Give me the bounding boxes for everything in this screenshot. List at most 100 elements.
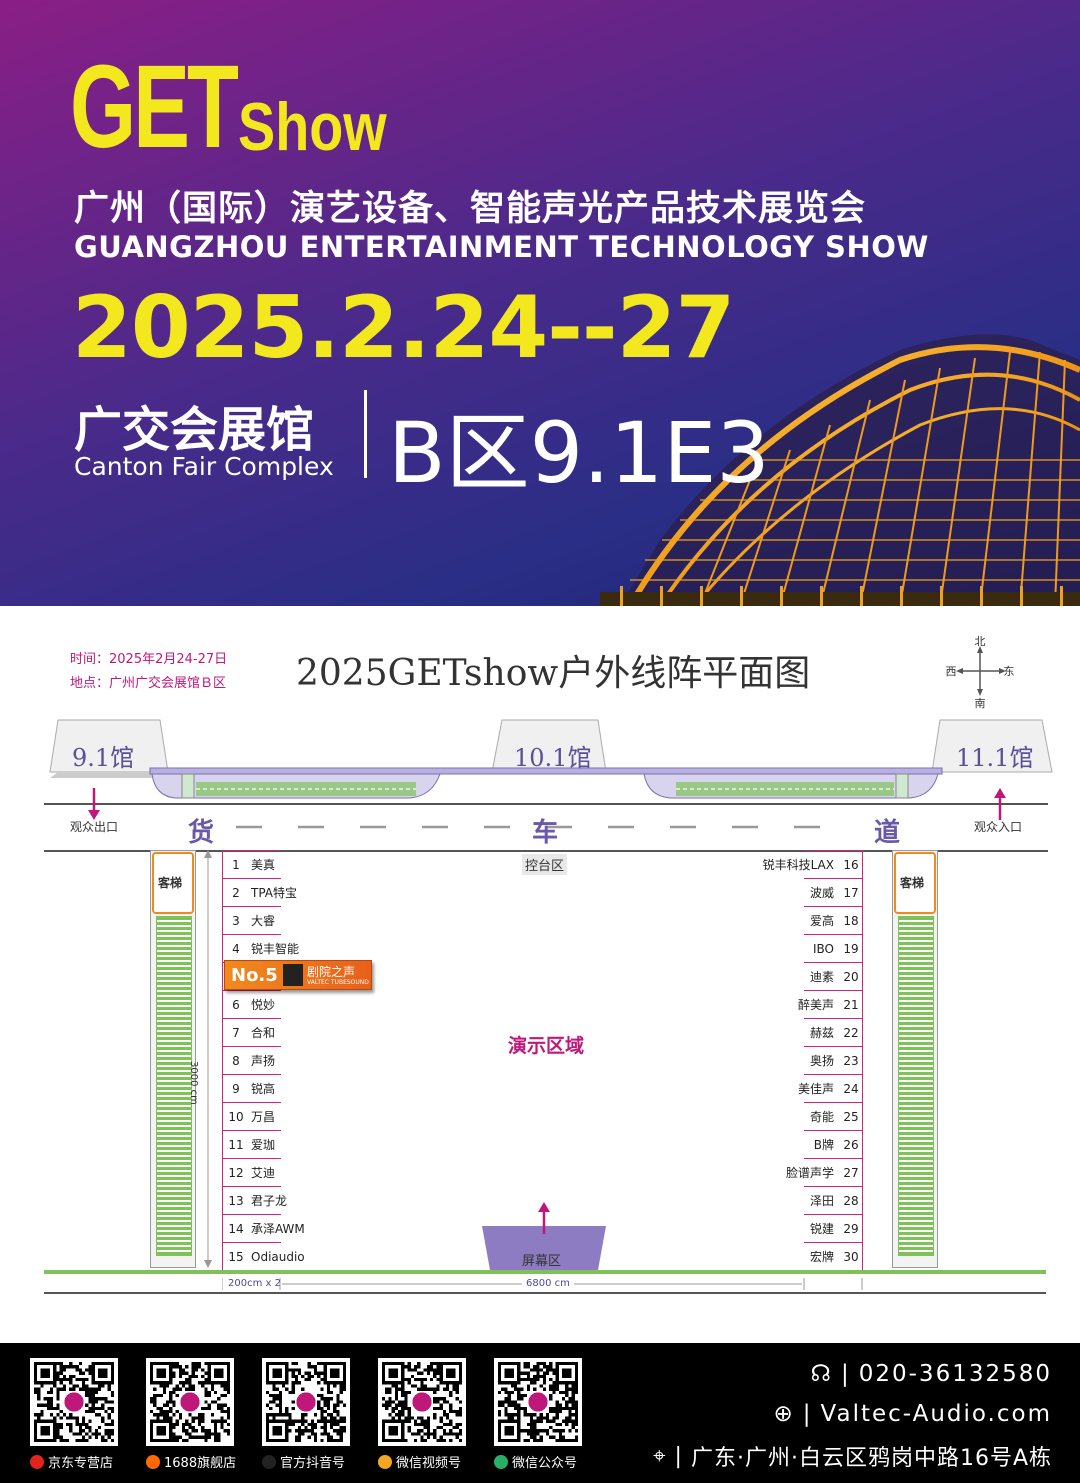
venue-chinese: 广交会展馆 bbox=[74, 402, 315, 458]
ground-line bbox=[44, 1270, 1046, 1274]
control-area: 控台区 bbox=[522, 854, 568, 875]
right-booth-column: 锐丰科技LAX 16 波威 17 爱高 18 IBO 19 迪素 20 醉美声 21 赫兹 22 奥扬 23 美… bbox=[763, 850, 863, 1272]
phone-number: 020-36132580 bbox=[858, 1361, 1052, 1387]
booth-name: 宏牌 bbox=[809, 1250, 834, 1264]
booth-number: 13 bbox=[228, 1193, 244, 1208]
booth-name: 大睿 bbox=[251, 914, 276, 928]
road-dashes bbox=[236, 825, 856, 829]
left-booth-row: 9 锐高 bbox=[223, 1075, 281, 1103]
hall-10-1-label: 10.1馆 bbox=[514, 744, 592, 772]
left-elevator: 客梯 bbox=[152, 852, 194, 914]
booth-name: 君子龙 bbox=[251, 1194, 288, 1208]
compass-icon: 北 南 西 东 bbox=[946, 635, 1015, 709]
booth-name: 锐丰科技LAX bbox=[762, 858, 834, 872]
right-booth-row: 赫兹 22 bbox=[804, 1019, 862, 1047]
valtec-logo-icon bbox=[283, 964, 303, 986]
right-booth-row: 脸谱声学 27 bbox=[786, 1159, 862, 1187]
event-title-english: GUANGZHOU ENTERTAINMENT TECHNOLOGY SHOW bbox=[74, 230, 929, 264]
road-word-3: 道 bbox=[874, 818, 901, 848]
qr-code[interactable] bbox=[30, 1358, 118, 1446]
booth-name: 赫兹 bbox=[809, 1026, 834, 1040]
left-booth-row: 1 美真 bbox=[223, 851, 281, 879]
road-top-line bbox=[44, 803, 1048, 805]
hall-11-1-label: 11.1馆 bbox=[956, 744, 1034, 772]
booth-name: 锐高 bbox=[251, 1082, 276, 1096]
booth-number: B区9.1E3 bbox=[388, 404, 770, 502]
booth-name: 锐建 bbox=[809, 1222, 834, 1236]
compass-north: 北 bbox=[975, 635, 986, 648]
booth-name: Odiaudio bbox=[251, 1249, 305, 1264]
right-booth-row: 迪素 20 bbox=[804, 963, 862, 991]
right-seating bbox=[898, 916, 934, 1256]
booth-name: 奥扬 bbox=[809, 1054, 834, 1068]
exhibition-hall-illustration bbox=[600, 334, 1080, 606]
qr-code[interactable] bbox=[262, 1358, 350, 1446]
right-booth-row: 泽田 28 bbox=[804, 1187, 862, 1215]
booth-number: 12 bbox=[228, 1165, 244, 1180]
website-contact[interactable]: ⊕ | Valtec-Audio.com bbox=[773, 1401, 1052, 1427]
phone-contact[interactable]: ☊ | 020-36132580 bbox=[810, 1361, 1052, 1387]
booth-number: 26 bbox=[843, 1137, 859, 1152]
booth-number: 30 bbox=[843, 1249, 859, 1264]
qr-code[interactable] bbox=[494, 1358, 582, 1446]
left-booth-row: 15 Odiaudio bbox=[223, 1243, 305, 1271]
qr-label: 1688旗舰店 bbox=[146, 1452, 236, 1471]
width-dimension-line bbox=[222, 1278, 863, 1290]
qr-code[interactable] bbox=[378, 1358, 466, 1446]
booth-number: 17 bbox=[843, 885, 859, 900]
qr-code[interactable] bbox=[146, 1358, 234, 1446]
booth-number: 22 bbox=[843, 1025, 859, 1040]
booth-number: 15 bbox=[228, 1249, 244, 1264]
event-info: 时间：2025年2月24-27日 地点：广州广交会展馆Ｂ区 bbox=[70, 648, 227, 696]
right-booth-row: 爱高 18 bbox=[804, 907, 862, 935]
left-booth-column: 1 美真 2 TPA特宝 3 大睿 4 锐丰智能 6 悦妙 7 合和 8 声扬 9 锐高 10 万昌 11 爱珈 12 艾… bbox=[222, 850, 305, 1272]
compass-east: 东 bbox=[1004, 665, 1015, 678]
left-booth-row: 12 艾迪 bbox=[223, 1159, 281, 1187]
booth-name: 悦妙 bbox=[251, 998, 276, 1012]
entrance-label: 观众入口 bbox=[974, 820, 1023, 834]
booth-name: 万昌 bbox=[251, 1110, 276, 1124]
globe-icon: ⊕ bbox=[773, 1401, 795, 1427]
hall-9-1-label: 9.1馆 bbox=[72, 744, 135, 772]
booth-number: 3 bbox=[232, 913, 240, 928]
platform-icon bbox=[146, 1454, 160, 1469]
address-contact: ⌖ | 广东·广州·白云区鸦岗中路16号A栋 bbox=[653, 1440, 1052, 1472]
exit-label: 观众出口 bbox=[70, 820, 119, 834]
booth-number: 28 bbox=[843, 1193, 859, 1208]
booth-number: 10 bbox=[228, 1109, 244, 1124]
right-booth-row: 奥扬 23 bbox=[804, 1047, 862, 1075]
left-booth-row: 11 爱珈 bbox=[223, 1131, 281, 1159]
booth-name: TPA特宝 bbox=[251, 886, 298, 900]
booth-name: IBO bbox=[812, 941, 834, 956]
depth-dimension-label: 3000 cm bbox=[188, 1061, 199, 1105]
compass-south: 南 bbox=[975, 697, 986, 709]
halls-structure bbox=[49, 719, 1053, 799]
booth-number: 29 bbox=[843, 1221, 859, 1236]
booth-number: 25 bbox=[843, 1109, 859, 1124]
highlight-brand-en: VALTEC TUBESOUND bbox=[307, 979, 369, 986]
booth-name: 波威 bbox=[809, 886, 834, 900]
qr-label: 微信视频号 bbox=[378, 1452, 461, 1471]
booth-number: 4 bbox=[232, 941, 240, 956]
compass-west: 西 bbox=[946, 665, 957, 678]
booth-name: 奇能 bbox=[809, 1110, 834, 1124]
left-booth-row: 4 锐丰智能 bbox=[223, 935, 299, 963]
booth-name: 艾迪 bbox=[251, 1166, 276, 1180]
booth-number: 21 bbox=[843, 997, 859, 1012]
qr-label: 微信公众号 bbox=[494, 1452, 577, 1471]
headset-icon: ☊ bbox=[810, 1361, 833, 1387]
base-line bbox=[44, 1292, 1046, 1294]
left-booth-row: 7 合和 bbox=[223, 1019, 281, 1047]
booth-number: 27 bbox=[843, 1165, 859, 1180]
booth-name: 爱珈 bbox=[251, 1138, 276, 1152]
left-booth-row: 2 TPA特宝 bbox=[223, 879, 297, 907]
left-booth-row: 13 君子龙 bbox=[223, 1187, 287, 1215]
address: 广东·广州·白云区鸦岗中路16号A栋 bbox=[690, 1446, 1052, 1471]
booth-number: 23 bbox=[843, 1053, 859, 1068]
booth-name: 爱高 bbox=[809, 914, 834, 928]
right-booth-row: 波威 17 bbox=[804, 879, 862, 907]
left-seating bbox=[156, 916, 192, 1256]
highlight-booth-5[interactable]: No.5 剧院之声 VALTEC TUBESOUND bbox=[224, 960, 372, 990]
entrance-arrow-icon bbox=[994, 788, 1006, 820]
left-booth-row: 6 悦妙 bbox=[223, 991, 281, 1019]
